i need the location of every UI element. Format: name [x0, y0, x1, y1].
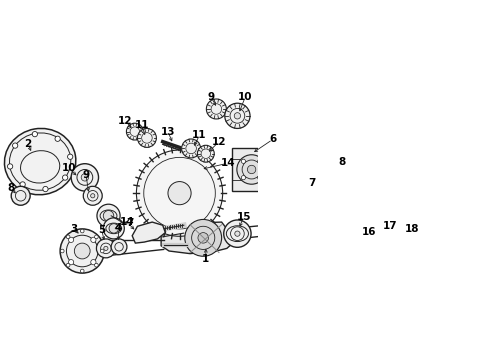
Text: 5: 5	[98, 225, 105, 235]
Text: 14: 14	[120, 217, 134, 227]
Text: 15: 15	[237, 212, 251, 222]
Circle shape	[100, 249, 104, 253]
Circle shape	[197, 145, 214, 162]
Circle shape	[206, 99, 226, 119]
Circle shape	[83, 186, 102, 205]
Circle shape	[13, 143, 18, 148]
Polygon shape	[161, 222, 237, 254]
Circle shape	[7, 164, 13, 169]
Circle shape	[68, 154, 73, 159]
Bar	[358, 215, 370, 226]
Circle shape	[185, 220, 221, 256]
Circle shape	[295, 159, 318, 182]
Circle shape	[313, 157, 343, 187]
Text: 4: 4	[115, 224, 122, 233]
Circle shape	[198, 233, 208, 243]
Circle shape	[74, 243, 90, 259]
Circle shape	[103, 211, 114, 221]
Circle shape	[71, 164, 98, 191]
Circle shape	[104, 246, 108, 251]
Circle shape	[111, 239, 127, 255]
Circle shape	[80, 269, 84, 273]
Circle shape	[55, 136, 60, 141]
Circle shape	[224, 220, 251, 247]
Circle shape	[182, 139, 200, 158]
Circle shape	[241, 159, 245, 163]
Circle shape	[385, 228, 414, 257]
Circle shape	[234, 113, 241, 119]
Text: 11: 11	[134, 120, 149, 130]
Circle shape	[241, 176, 245, 180]
Circle shape	[358, 234, 385, 261]
Polygon shape	[132, 222, 165, 243]
Circle shape	[301, 165, 312, 176]
Circle shape	[95, 263, 98, 267]
Circle shape	[126, 123, 143, 140]
Circle shape	[97, 239, 115, 258]
Bar	[232, 148, 271, 190]
Text: 13: 13	[161, 127, 175, 136]
Circle shape	[60, 229, 104, 273]
Circle shape	[109, 224, 119, 233]
Circle shape	[136, 150, 222, 236]
Circle shape	[69, 237, 74, 243]
Circle shape	[91, 194, 95, 198]
Circle shape	[247, 165, 256, 174]
Text: 10: 10	[62, 163, 76, 174]
Text: 1: 1	[202, 254, 209, 264]
Circle shape	[81, 174, 89, 181]
Circle shape	[235, 231, 240, 236]
Text: 8: 8	[338, 157, 345, 167]
Circle shape	[285, 162, 295, 172]
Text: 12: 12	[118, 116, 133, 126]
Text: 16: 16	[362, 226, 376, 237]
Circle shape	[32, 131, 37, 137]
Circle shape	[138, 129, 156, 147]
Circle shape	[369, 245, 374, 250]
Text: 9: 9	[82, 170, 90, 180]
Circle shape	[103, 218, 124, 239]
Circle shape	[60, 249, 64, 253]
Text: 9: 9	[208, 92, 215, 102]
Circle shape	[258, 159, 262, 163]
Circle shape	[381, 236, 386, 242]
Circle shape	[20, 182, 25, 187]
Circle shape	[278, 155, 301, 179]
Circle shape	[258, 176, 262, 180]
Circle shape	[63, 175, 68, 180]
Text: 14: 14	[220, 158, 235, 168]
Circle shape	[43, 186, 48, 192]
Text: 8: 8	[7, 183, 15, 193]
Circle shape	[372, 228, 395, 251]
Circle shape	[91, 260, 96, 265]
Text: 2: 2	[24, 139, 32, 149]
Circle shape	[66, 263, 70, 267]
Text: 12: 12	[212, 136, 226, 147]
Text: 7: 7	[308, 177, 316, 188]
Circle shape	[91, 237, 96, 243]
Circle shape	[80, 229, 84, 233]
Circle shape	[66, 235, 70, 239]
Circle shape	[168, 181, 191, 205]
Ellipse shape	[4, 129, 76, 195]
Text: 10: 10	[238, 92, 252, 102]
Circle shape	[69, 260, 74, 265]
Text: 11: 11	[192, 130, 207, 140]
Circle shape	[225, 103, 250, 129]
Text: 6: 6	[269, 135, 276, 144]
Text: 7: 7	[126, 218, 134, 228]
Circle shape	[95, 235, 98, 239]
Circle shape	[237, 155, 267, 184]
Text: 3: 3	[71, 224, 78, 234]
Circle shape	[11, 186, 30, 205]
Text: 18: 18	[405, 224, 419, 234]
Circle shape	[325, 170, 330, 175]
Circle shape	[97, 204, 120, 228]
Text: 17: 17	[383, 221, 397, 231]
